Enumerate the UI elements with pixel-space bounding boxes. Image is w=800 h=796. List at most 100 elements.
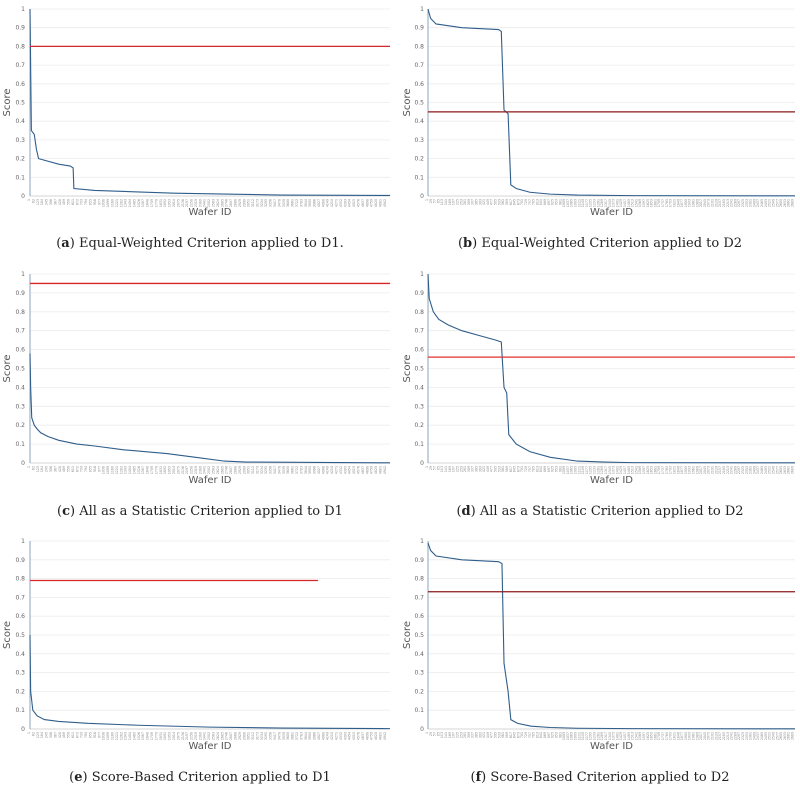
x-tick-label-b-1: 29 — [429, 199, 433, 203]
x-tick-label-c-56: 3417 — [273, 466, 277, 474]
caption-text-c: All as a Statistic Criterion applied to … — [79, 504, 343, 519]
x-tick-label-d-52: 1457 — [623, 466, 627, 474]
x-tick-label-f-29: 813 — [535, 732, 539, 738]
x-tick-label-e-33: 2014 — [172, 732, 176, 740]
x-tick-label-d-27: 757 — [528, 466, 532, 472]
x-tick-label-f-37: 1037 — [566, 732, 570, 740]
x-tick-label-b-68: 1905 — [684, 199, 688, 207]
x-tick-label-c-47: 2868 — [233, 466, 237, 474]
x-tick-label-b-27: 757 — [528, 199, 532, 205]
y-tick-label-f-1: 0.1 — [414, 707, 424, 714]
x-tick-label-b-54: 1513 — [631, 199, 635, 207]
x-tick-label-d-86: 2409 — [752, 466, 756, 474]
y-tick-label-e-6: 0.6 — [15, 613, 25, 620]
caption-text-f: Score-Based Criterion applied to D2 — [490, 770, 730, 785]
x-tick-label-d-11: 309 — [467, 466, 471, 472]
x-tick-label-b-59: 1653 — [650, 199, 654, 207]
x-tick-label-d-15: 421 — [482, 466, 486, 472]
x-tick-label-f-88: 2465 — [760, 732, 764, 740]
x-tick-label-d-62: 1737 — [661, 466, 665, 474]
x-tick-label-c-31: 1892 — [163, 466, 167, 474]
x-tick-label-d-3: 85 — [436, 466, 440, 470]
x-tick-label-f-9: 253 — [459, 732, 463, 738]
x-tick-label-f-22: 617 — [509, 732, 513, 738]
x-tick-label-d-84: 2353 — [745, 466, 749, 474]
x-tick-label-d-1: 29 — [429, 466, 433, 470]
y-tick-label-c-2: 0.2 — [15, 422, 25, 429]
x-tick-label-f-89: 2493 — [764, 732, 768, 740]
x-tick-label-e-19: 1160 — [110, 732, 114, 740]
x-tick-label-b-22: 617 — [509, 199, 513, 205]
x-tick-label-e-68: 4149 — [326, 732, 330, 740]
x-tick-label-a-73: 4454 — [348, 199, 352, 207]
x-tick-label-b-74: 2073 — [707, 199, 711, 207]
x-tick-label-d-91: 2549 — [771, 466, 775, 474]
x-tick-label-f-42: 1177 — [585, 732, 589, 740]
line-chart-f: 00.10.20.30.40.50.60.70.80.911 29 57 85 113 1… — [402, 538, 796, 752]
x-tick-label-c-81: 4942 — [383, 466, 387, 474]
x-tick-label-d-7: 197 — [452, 466, 456, 472]
y-tick-label-b-3: 0.3 — [414, 137, 424, 144]
x-tick-label-f-19: 533 — [497, 732, 501, 738]
x-tick-label-c-18: 1099 — [106, 466, 110, 474]
chart-panel-a: 0 0.1 0.2 0.3 0.4 0.5 0.6 0.7 0.8 0.9 1 1 62 123 184 24… — [0, 0, 400, 264]
x-tick-label-e-0: 1 — [27, 732, 31, 734]
x-tick-label-a-48: 2929 — [238, 199, 242, 207]
x-tick-label-e-61: 3722 — [295, 732, 299, 740]
x-tick-label-b-77: 2157 — [718, 199, 722, 207]
x-tick-label-f-7: 197 — [452, 732, 456, 738]
x-tick-label-a-67: 4088 — [321, 199, 325, 207]
y-tick-label-c-5: 0.5 — [15, 366, 25, 373]
x-tick-label-e-80: 4881 — [378, 732, 382, 740]
x-tick-label-f-59: 1653 — [650, 732, 654, 740]
x-tick-label-e-32: 1953 — [168, 732, 172, 740]
x-tick-label-f-2: 57 — [433, 732, 437, 736]
x-tick-label-e-21: 1282 — [119, 732, 123, 740]
y-tick-label-b-2: 0.2 — [414, 156, 424, 163]
x-tick-label-e-25: 1526 — [137, 732, 141, 740]
x-tick-label-e-1: 62 — [31, 732, 35, 736]
caption-tag-d: d — [461, 504, 471, 519]
x-tick-label-a-15: 916 — [93, 199, 97, 205]
x-tick-label-b-35: 981 — [558, 199, 562, 205]
x-tick-label-c-30: 1831 — [159, 466, 163, 474]
line-chart-b: 00.10.20.30.40.50.60.70.80.911 29 57 85 113 1… — [402, 6, 796, 218]
x-tick-label-e-23: 1404 — [128, 732, 132, 740]
x-tick-label-e-15: 916 — [93, 732, 97, 738]
x-tick-label-e-40: 2441 — [203, 732, 207, 740]
x-tick-label-c-15: 916 — [93, 466, 97, 472]
y-tick-label-a-2: 0.2 — [15, 156, 25, 163]
x-tick-label-c-27: 1648 — [146, 466, 150, 474]
x-tick-label-a-28: 1709 — [150, 199, 154, 207]
y-tick-label-f-2: 0.2 — [414, 688, 424, 695]
x-tick-label-b-86: 2409 — [752, 199, 756, 207]
x-tick-label-f-60: 1681 — [653, 732, 657, 740]
x-tick-label-b-88: 2465 — [760, 199, 764, 207]
x-tick-label-a-12: 733 — [80, 199, 84, 205]
caption-tag-e: e — [74, 770, 83, 785]
x-tick-label-c-33: 2014 — [172, 466, 176, 474]
x-tick-label-f-90: 2521 — [768, 732, 772, 740]
y-tick-label-b-9: 0.9 — [414, 25, 424, 32]
x-tick-label-c-12: 733 — [80, 466, 84, 472]
x-tick-label-c-51: 3112 — [251, 466, 255, 474]
x-tick-label-c-38: 2319 — [194, 466, 198, 474]
x-tick-label-a-38: 2319 — [194, 199, 198, 207]
x-tick-label-b-13: 365 — [474, 199, 478, 205]
x-tick-label-d-29: 813 — [535, 466, 539, 472]
x-tick-label-d-73: 2045 — [703, 466, 707, 474]
x-tick-label-f-38: 1065 — [570, 732, 574, 740]
x-tick-label-d-95: 2661 — [787, 466, 791, 474]
x-tick-label-a-20: 1221 — [115, 199, 119, 207]
x-tick-label-b-10: 281 — [463, 199, 467, 205]
x-tick-label-c-8: 489 — [62, 466, 66, 472]
x-tick-label-b-34: 953 — [554, 199, 558, 205]
y-tick-label-d-10: 1 — [420, 271, 424, 278]
x-tick-label-b-38: 1065 — [570, 199, 574, 207]
x-tick-label-d-6: 169 — [448, 466, 452, 472]
x-tick-label-f-67: 1877 — [680, 732, 684, 740]
x-tick-label-f-3: 85 — [436, 732, 440, 736]
x-tick-label-d-49: 1373 — [612, 466, 616, 474]
x-tick-label-b-30: 841 — [539, 199, 543, 205]
x-tick-label-a-79: 4820 — [374, 199, 378, 207]
